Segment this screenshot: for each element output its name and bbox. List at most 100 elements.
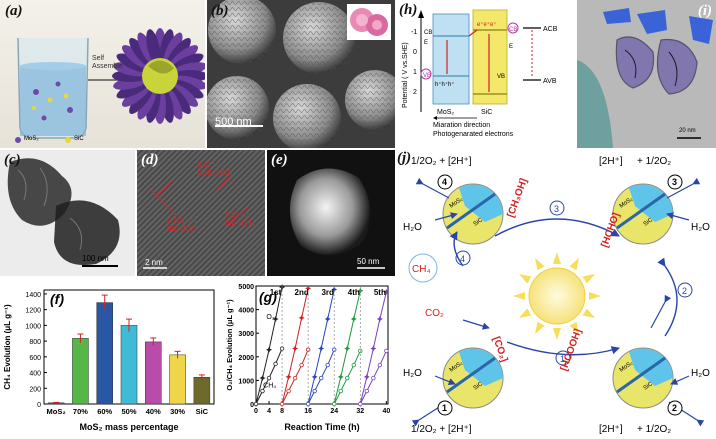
y-axis-label: CH₄ Evolution (μL g⁻¹) (3, 304, 12, 390)
y-tick-label: 600 (29, 355, 41, 362)
y-tick-label: 4000 (238, 308, 254, 315)
lattice-annotation: 0.25 nm SiC (101) (225, 212, 255, 227)
bar-chart-svg: 0 200 400 600 800 1000 1200 1400 MoS₂ 70% 60% 50% 40… (3, 289, 215, 432)
ch4-product: CH₄ (412, 264, 431, 275)
x-tick-label: 4 (267, 408, 271, 415)
petal (113, 62, 149, 77)
ef-label: E (424, 40, 428, 46)
x-tick-label: MoS₂ (47, 407, 66, 416)
x-tick-label: 40 (382, 408, 390, 415)
o2-point (272, 316, 279, 323)
x-tick-label: 50% (121, 407, 136, 416)
ch3oh-intermediate: [CH₃OH] (505, 177, 529, 219)
o2-point (285, 373, 292, 380)
panel-f-bar-chart: 0 200 400 600 800 1000 1200 1400 MoS₂ 70% 60% 50% 40… (0, 278, 222, 439)
ch4-point (292, 375, 298, 381)
o2-point (318, 345, 325, 352)
sun-ray (553, 328, 561, 340)
petal (159, 29, 174, 65)
oxidation-top-left: 1/2O₂ + [2H⁺] (411, 156, 472, 167)
co2-reactant: CO₂ (425, 308, 444, 319)
petal (146, 87, 161, 123)
panel-a: (a) Self Assemble MoS₂ SiC (0, 0, 205, 148)
sun-ray (569, 257, 579, 271)
bar (145, 341, 162, 405)
x-tick-label: 0 (254, 408, 258, 415)
self-assemble-label: Self Assemble (92, 55, 123, 70)
x-tick-label: 24 (330, 408, 338, 415)
y-axis-label: O₂/CH₄ Evolution (μL g⁻¹) (225, 299, 234, 391)
ch4-point (305, 401, 311, 407)
particle-sic-label: SiC (473, 381, 485, 392)
cycle-label: 2nd (295, 288, 309, 297)
x-axis-label: MoS₂ mass percentage (79, 422, 178, 432)
y-tick-label: 1400 (25, 292, 41, 299)
particle-sic-label: SiC (473, 217, 485, 228)
x-tick-label: 30% (170, 407, 185, 416)
ch4-point (351, 362, 356, 368)
sun-ray (518, 274, 532, 284)
plot-frame (255, 285, 389, 405)
oxidation-top-right-o2: + 1/2O₂ (637, 156, 671, 167)
o2-point (305, 285, 312, 292)
avb-label: AVB (543, 78, 557, 85)
y-axis-label: Potential ( V vs.SHE) (402, 42, 409, 108)
petal (170, 79, 204, 99)
sun-ray (513, 292, 525, 300)
panel-c-tem-image: (c) 100 nm (0, 150, 135, 276)
line-chart-svg: 0 1000 2000 3000 4000 5000 0 4 8 16 24 32 40 1st 2nd 3r… (225, 284, 390, 432)
panel-g-line-chart: 0 1000 2000 3000 4000 5000 0 4 8 16 24 32 40 1st 2nd 3r… (224, 278, 394, 439)
petal (171, 75, 205, 90)
lattice-annotation: 0.62 nm MoS₂ (002) (197, 162, 233, 177)
petal (137, 86, 157, 120)
vb-label: VB (423, 73, 431, 79)
panel-d-label: (d) (141, 152, 159, 168)
panel-j-mechanism: (j) MoS₂ SiC MoS₂ SiC MoS₂ SiC MoS₂ SiC 4 3 1 2 (397, 150, 716, 439)
interface-line (446, 356, 496, 394)
o2-point (363, 373, 370, 380)
panel-i-label: (i) (697, 3, 712, 19)
o2-point (266, 346, 273, 353)
ch4-point (286, 388, 291, 394)
cycle-step-1: 1 (560, 354, 565, 364)
o2-point (331, 286, 338, 293)
h2o-top-left: H₂O (403, 222, 422, 233)
cycle-label: 5th (374, 288, 386, 297)
y-tick: 1 (413, 69, 417, 76)
sic-label: SiC (481, 109, 492, 116)
panel-e-haadf-image: (e) 50 nm (267, 150, 395, 276)
interface-line (446, 192, 496, 230)
scale-bar-label: 2 nm (145, 258, 163, 267)
step-2-badge: 2 (672, 403, 677, 413)
schematic-assembly (15, 28, 205, 143)
sun-ray (582, 308, 596, 318)
x-tick-label: SiC (196, 407, 209, 416)
ch4-point (384, 348, 389, 354)
panel-f-label: (f) (50, 291, 64, 307)
ch4-point (279, 401, 285, 407)
panel-j-label: (j) (397, 150, 412, 166)
panel-h-label: (h) (399, 2, 418, 18)
panel-h-band-diagram: (h) -1 0 1 2 Potential ( V vs.SHE) CB E … (397, 0, 575, 148)
particle-sic-label: SiC (643, 381, 655, 392)
ch4-point (253, 401, 259, 407)
ch4-point (318, 375, 324, 381)
ch4-point (273, 361, 278, 367)
ch4-point (312, 388, 317, 394)
petal (146, 29, 161, 65)
x-tick-label: 70% (73, 407, 88, 416)
ch4-point (371, 375, 376, 381)
o2-point (383, 288, 390, 295)
o2-point (350, 316, 357, 323)
oxidation-bottom-right-o2: + 1/2O₂ (637, 424, 671, 435)
ch4-point (345, 375, 350, 381)
y-tick-label: 3000 (238, 331, 254, 338)
h2o-bottom-left: H₂O (403, 368, 422, 379)
bar (72, 338, 89, 405)
scale-bar-label: 100 nm (82, 254, 109, 263)
cycle-step-4: 4 (460, 254, 465, 264)
petal (163, 32, 183, 66)
y-tick-label: 200 (29, 386, 41, 393)
